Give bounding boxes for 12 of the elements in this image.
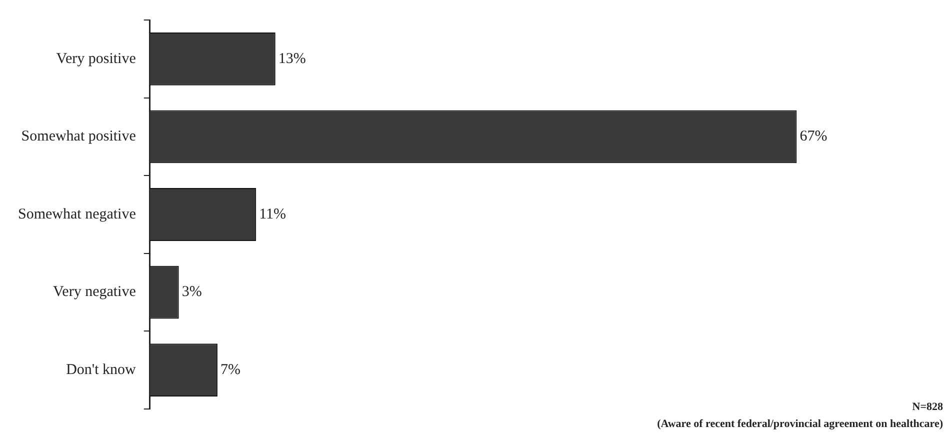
y-tick-label: Very positive xyxy=(56,50,136,67)
text: N=828 xyxy=(911,400,943,415)
data-label: 13% xyxy=(278,50,306,67)
data-label: 3% xyxy=(182,284,202,300)
y-tick-label: Don't know xyxy=(66,362,136,378)
y-tick-label: Very negative xyxy=(52,284,136,300)
text: (Aware of recent federal/provincial agreement on healthcare) xyxy=(657,417,943,432)
data-label: 11% xyxy=(259,206,286,222)
data-label: 67% xyxy=(800,128,828,145)
y-tick-label: Somewhat negative xyxy=(18,206,136,222)
data-label: 7% xyxy=(220,362,240,378)
y-tick-label: Somewhat positive xyxy=(21,128,136,145)
